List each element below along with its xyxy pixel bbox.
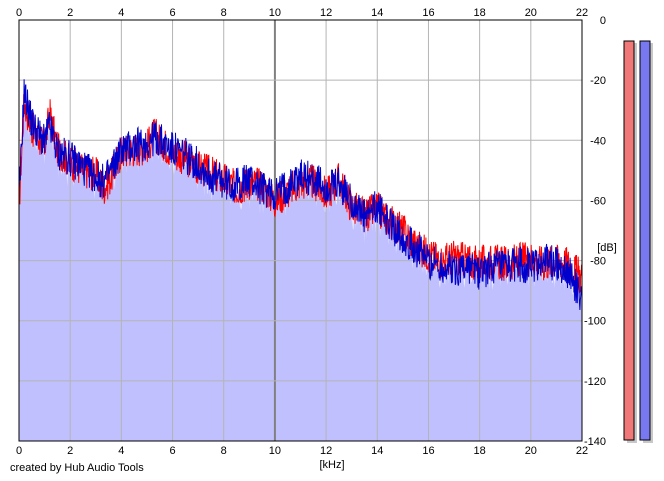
y-tick-label: 0 <box>600 15 606 27</box>
axes <box>18 19 583 442</box>
x-tick-label-top: 4 <box>118 7 124 19</box>
x-tick-label-top: 16 <box>422 7 434 19</box>
x-tick-label-top: 6 <box>169 7 175 19</box>
x-tick-label-bottom: 6 <box>169 445 175 457</box>
x-tick-label-bottom: 4 <box>118 445 124 457</box>
x-axis-label: [kHz] <box>319 459 344 471</box>
y-tick-label: -20 <box>590 75 606 87</box>
credit-text: created by Hub Audio Tools <box>10 462 144 474</box>
y-axis-label: [dB] <box>597 242 617 254</box>
x-tick-label-bottom: 22 <box>576 445 588 457</box>
level-meter-right <box>639 40 651 441</box>
y-tick-label: -100 <box>584 316 606 328</box>
y-tick-label: -120 <box>584 376 606 388</box>
x-tick-label-top: 8 <box>221 7 227 19</box>
x-tick-label-bottom: 16 <box>422 445 434 457</box>
x-tick-label-bottom: 14 <box>371 445 383 457</box>
x-tick-label-bottom: 10 <box>269 445 281 457</box>
x-tick-label-bottom: 8 <box>221 445 227 457</box>
series-lines <box>18 79 583 311</box>
x-tick-label-top: 10 <box>269 7 281 19</box>
x-tick-label-top: 18 <box>474 7 486 19</box>
x-tick-label-top: 22 <box>576 7 588 19</box>
y-tick-label: -80 <box>590 256 606 268</box>
x-tick-label-top: 0 <box>16 7 22 19</box>
x-tick-label-bottom: 12 <box>320 445 332 457</box>
y-tick-label: -140 <box>584 436 606 448</box>
plot-frame <box>18 19 583 442</box>
x-tick-label-top: 2 <box>67 7 73 19</box>
x-tick-label-top: 20 <box>525 7 537 19</box>
x-tick-label-bottom: 2 <box>67 445 73 457</box>
x-tick-label-bottom: 18 <box>474 445 486 457</box>
x-tick-label-top: 12 <box>320 7 332 19</box>
tick-labels: 002244668810101212141416161818202022220-… <box>16 7 606 457</box>
y-tick-label: -60 <box>590 195 606 207</box>
x-tick-label-bottom: 20 <box>525 445 537 457</box>
y-tick-label: -40 <box>590 135 606 147</box>
x-tick-label-bottom: 0 <box>16 445 22 457</box>
spectrum-fill-area <box>19 91 582 442</box>
series-line-right <box>18 79 583 311</box>
x-tick-label-top: 14 <box>371 7 383 19</box>
level-meter-left <box>623 40 635 441</box>
spectrum-fill <box>19 91 582 442</box>
level-meters <box>623 40 653 443</box>
